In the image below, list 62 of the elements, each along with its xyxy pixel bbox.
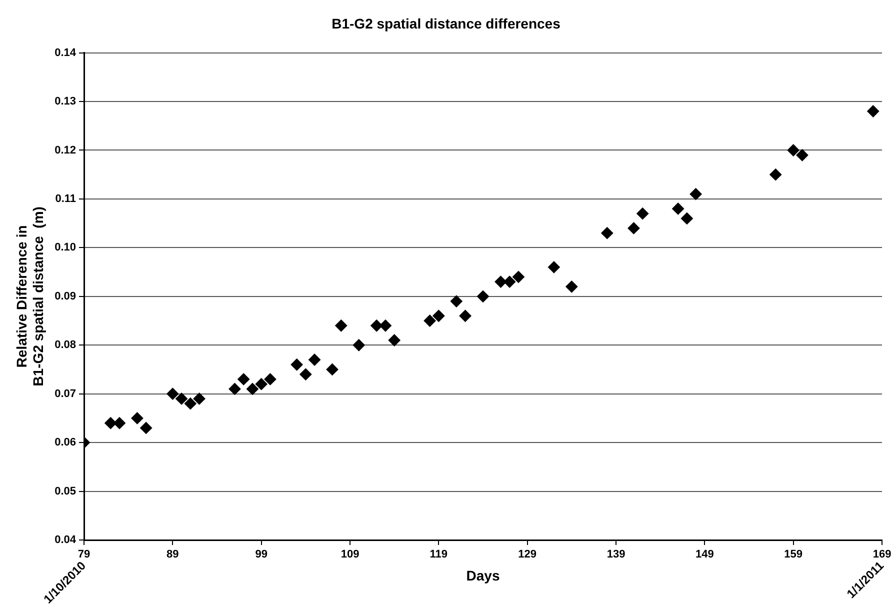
point <box>548 261 560 274</box>
point <box>787 144 800 156</box>
point <box>264 373 276 386</box>
x-tick-label: 139 <box>606 548 626 561</box>
point <box>166 388 179 400</box>
point <box>176 392 188 405</box>
point <box>193 392 206 405</box>
y-tick-label: 0.07 <box>54 388 76 400</box>
point <box>238 373 250 386</box>
point <box>628 222 640 234</box>
point <box>494 276 507 288</box>
point <box>184 398 196 410</box>
point <box>228 382 241 395</box>
y-tick-label: 0.05 <box>54 485 76 498</box>
point <box>246 382 258 395</box>
point <box>326 363 338 376</box>
x-tick-label: 159 <box>784 548 803 561</box>
point <box>680 212 693 224</box>
x-tick-label: 129 <box>518 548 537 561</box>
y-tick-label: 0.08 <box>54 339 76 352</box>
point <box>450 295 462 308</box>
point <box>504 276 516 288</box>
x-tick-label: 99 <box>255 548 268 561</box>
point <box>335 320 348 332</box>
point <box>566 280 578 293</box>
x-tick-label: 149 <box>695 548 714 561</box>
point <box>308 354 321 366</box>
x-tick-label: 169 <box>872 548 892 561</box>
x-tick-label: 79 <box>78 548 90 561</box>
y-tick-label: 0.09 <box>54 290 76 302</box>
y-tick-label: 0.06 <box>54 436 76 449</box>
y-tick-label: 0.14 <box>54 46 77 59</box>
x-axis-title: Days <box>466 567 500 584</box>
y-tick-label: 0.04 <box>54 534 77 546</box>
x-tick-label: 89 <box>166 548 179 561</box>
point <box>432 310 445 322</box>
point <box>690 188 702 200</box>
point <box>636 208 649 220</box>
point <box>601 227 614 240</box>
chart-title: B1-G2 spatial distance differences <box>332 15 561 32</box>
point <box>424 314 436 327</box>
point <box>290 358 303 371</box>
point <box>255 378 268 390</box>
point <box>796 149 808 162</box>
point <box>477 290 490 302</box>
y-axis-title: Relative Difference in B1-G2 spatial distance (m) <box>13 206 46 386</box>
point <box>131 412 144 424</box>
point <box>459 310 472 322</box>
y-tick-label: 0.13 <box>54 96 76 108</box>
point <box>770 168 782 181</box>
point <box>867 105 880 118</box>
point <box>300 368 312 380</box>
point <box>672 202 684 215</box>
point <box>140 422 152 434</box>
x-tick-label: 119 <box>430 548 448 561</box>
y-tick-label: 0.10 <box>54 242 76 254</box>
x-tick-label: 109 <box>340 548 360 561</box>
y-tick-label: 0.12 <box>54 144 76 156</box>
y-tick-label: 0.11 <box>55 192 76 205</box>
point <box>388 334 400 346</box>
point <box>512 270 524 283</box>
point <box>352 339 365 352</box>
